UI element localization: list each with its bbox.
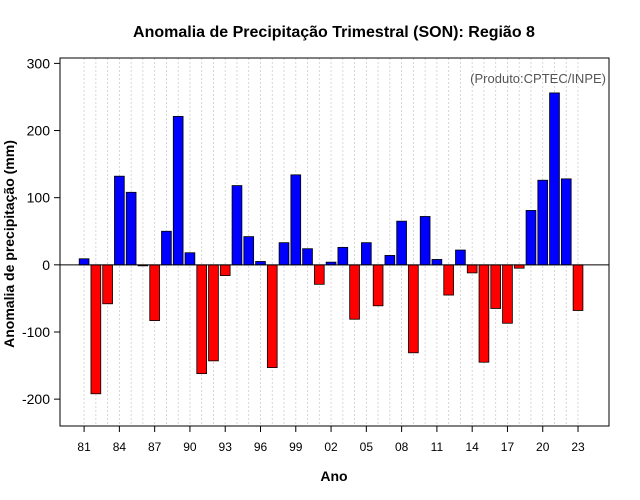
bar-2010 (419, 216, 431, 266)
x-axis: 81 84 87 90 93 96 99 02 05 08 11 14 17 20 23 (77, 426, 585, 454)
bar-1990 (184, 252, 196, 266)
x-tick-label: 17 (501, 440, 515, 454)
bar-1992 (208, 264, 219, 362)
vertical-grid (83, 58, 579, 426)
x-tick-label: 99 (289, 440, 303, 454)
bar-2015 (478, 264, 490, 363)
x-tick-label: 96 (254, 440, 268, 454)
y-axis-title: Anomalia de precipitação (mm) (1, 140, 17, 348)
bar-1989 (172, 116, 184, 266)
bar-1981 (78, 258, 90, 266)
bar-2001 (313, 264, 325, 285)
bar-2009 (408, 264, 419, 354)
bar-2004 (349, 264, 360, 320)
bar-1994 (231, 185, 243, 266)
bar-1991 (196, 264, 208, 375)
y-tick-label: 300 (27, 55, 51, 71)
y-tick-label: 200 (27, 123, 51, 139)
x-tick-label: 05 (360, 440, 374, 454)
bar-1998 (278, 242, 290, 266)
plot-border (59, 57, 610, 427)
x-tick-label: 93 (219, 440, 233, 454)
x-tick-label: 08 (395, 440, 409, 454)
y-tick-label: 100 (27, 190, 51, 206)
y-tick-label: 0 (42, 257, 50, 273)
bar-2003 (337, 246, 349, 266)
bar-2017 (502, 264, 513, 324)
bar-2012 (443, 264, 454, 296)
bar-1984 (114, 175, 125, 266)
bar-2011 (431, 259, 443, 266)
chart-title: Anomalia de Precipitação Trimestral (SON… (133, 24, 535, 41)
x-tick-label: 14 (466, 440, 480, 454)
y-tick-label: -100 (22, 324, 50, 340)
bar-2020 (537, 179, 549, 266)
bar-1996 (255, 261, 266, 266)
bar-2023 (572, 264, 584, 311)
bar-1982 (90, 264, 102, 395)
bar-1999 (290, 174, 302, 266)
bar-2013 (455, 249, 466, 266)
bar-2021 (549, 92, 560, 266)
bar-2007 (384, 255, 396, 266)
x-tick-label: 02 (324, 440, 338, 454)
bar-1985 (125, 191, 137, 266)
bar-2008 (396, 220, 407, 266)
x-tick-label: 87 (148, 440, 162, 454)
y-tick-label: -200 (22, 391, 50, 407)
bar-2014 (466, 264, 478, 274)
bar-2006 (372, 264, 384, 307)
y-axis: -200 -100 0 100 200 300 (22, 55, 60, 407)
x-tick-label: 11 (431, 440, 444, 454)
bar-2018 (513, 264, 525, 269)
bar-1988 (161, 230, 172, 266)
bar-2019 (525, 210, 537, 266)
x-axis-title: Ano (320, 468, 347, 484)
bar-1995 (243, 236, 255, 266)
x-tick-label: 81 (77, 440, 91, 454)
x-tick-label: 20 (536, 440, 550, 454)
bar-1997 (266, 264, 278, 368)
bar-2000 (302, 248, 313, 266)
bar-2022 (560, 178, 572, 266)
x-tick-label: 23 (571, 440, 585, 454)
bar-2005 (361, 242, 372, 266)
source-note: (Produto:CPTEC/INPE) (470, 71, 606, 86)
bar-1983 (102, 264, 113, 305)
bar-1993 (219, 264, 231, 276)
bar-2016 (490, 264, 501, 309)
bar-1987 (149, 264, 160, 321)
x-tick-label: 90 (183, 440, 197, 454)
x-tick-label: 84 (113, 440, 127, 454)
bars-group (78, 92, 584, 395)
